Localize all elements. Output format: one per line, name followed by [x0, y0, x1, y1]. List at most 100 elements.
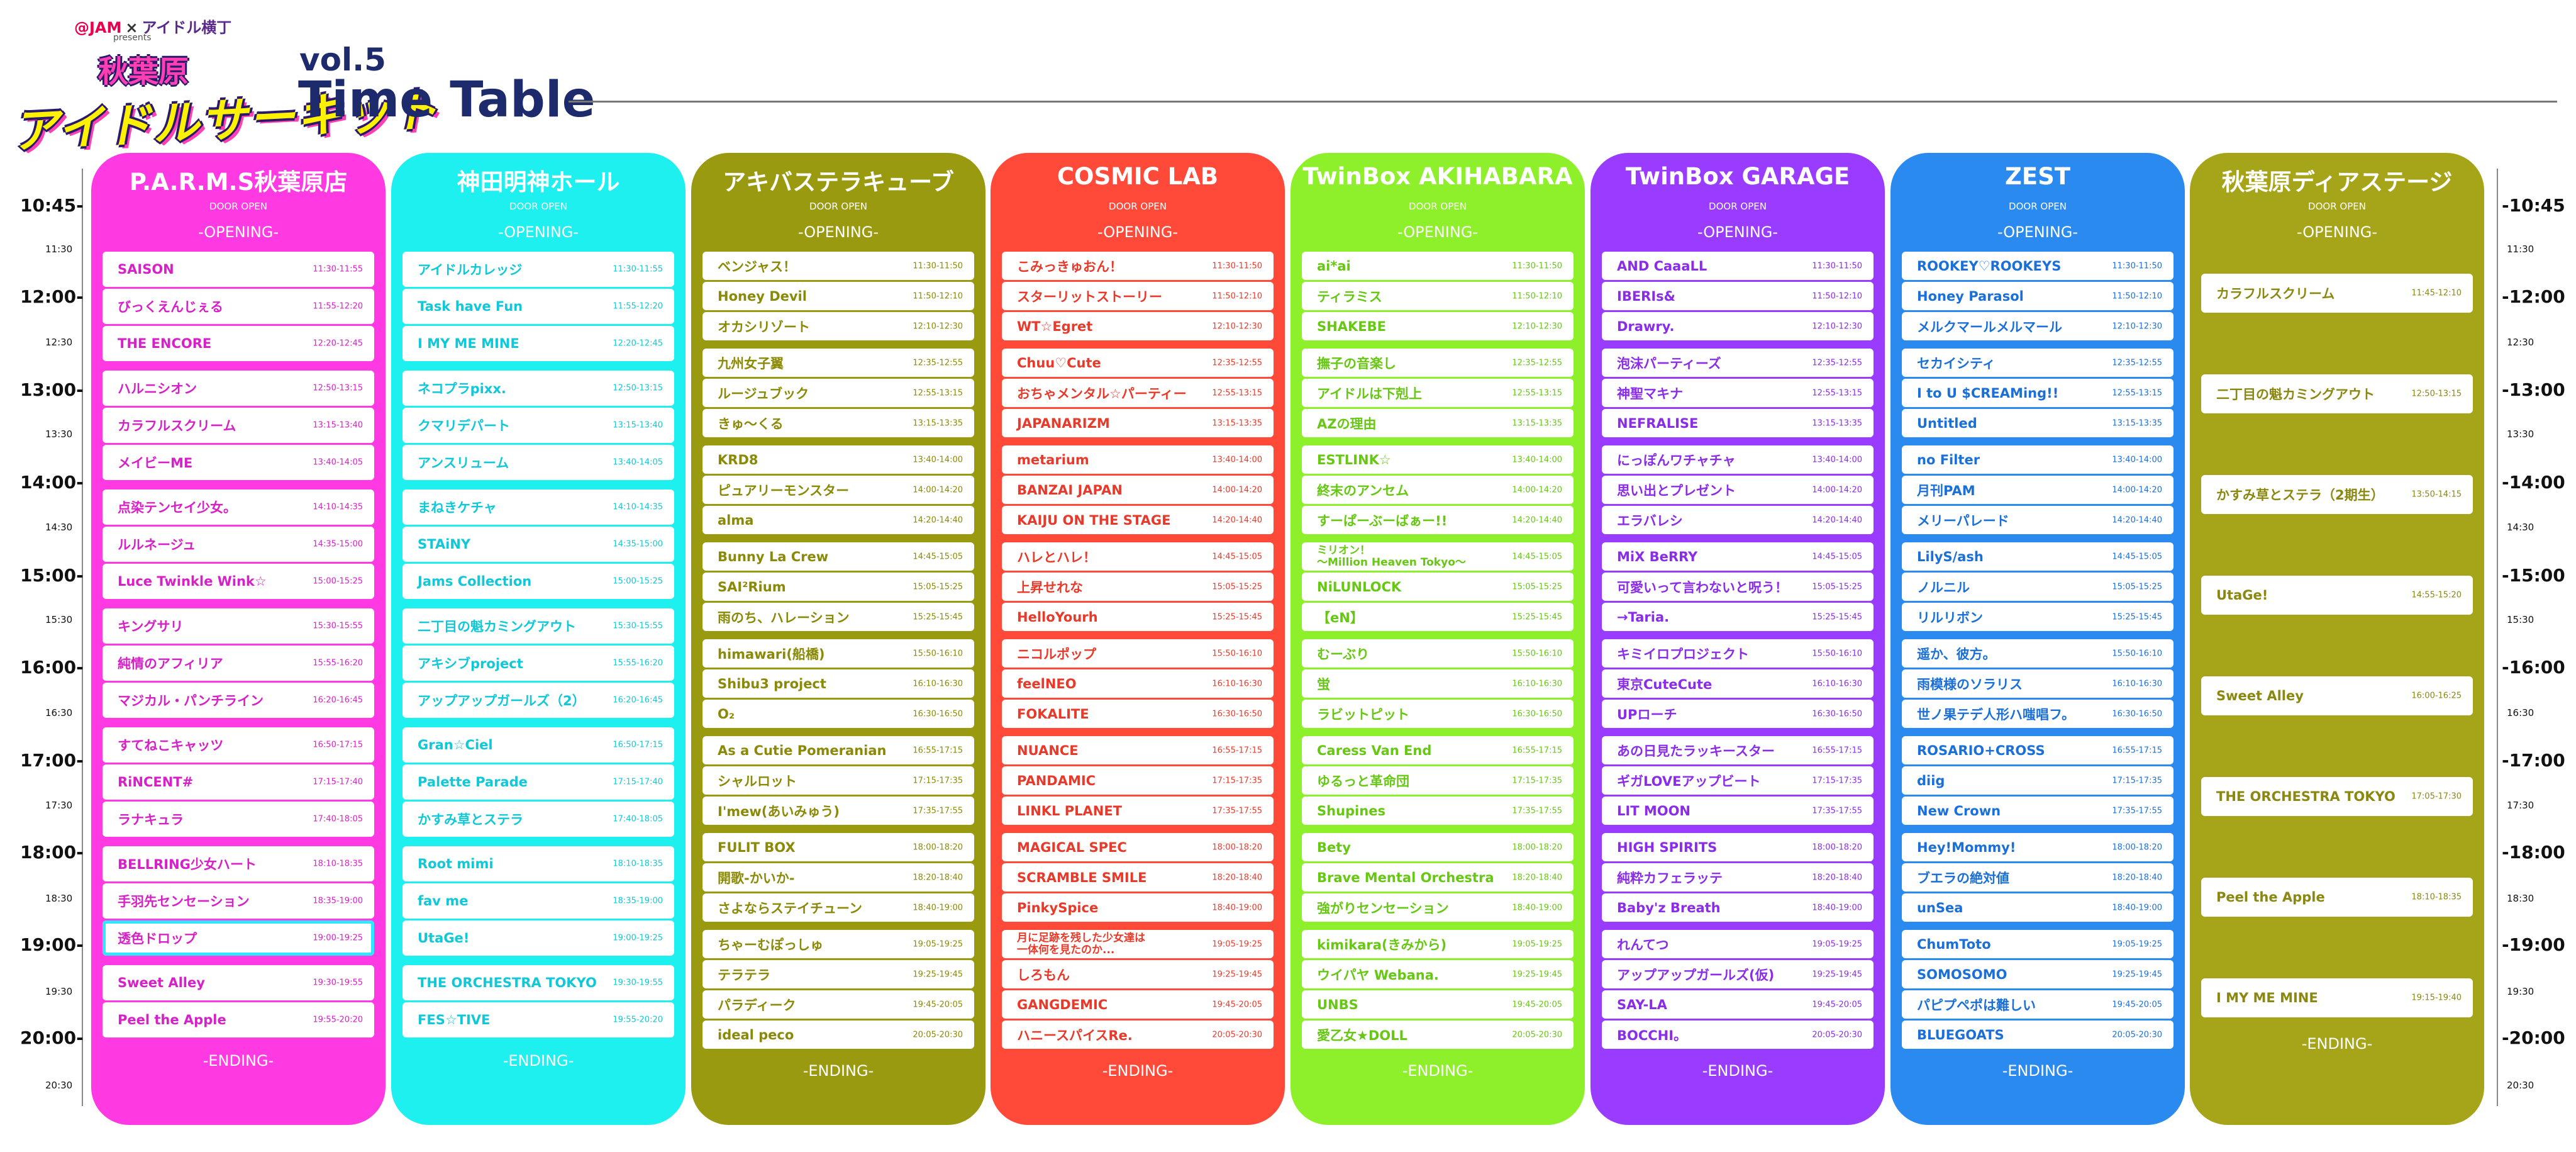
performer-slot: びっくえんじぇる 11:55-12:20 [103, 289, 374, 324]
performer-slot: metarium 13:40-14:00 [1002, 445, 1274, 474]
performer-time: 14:20-14:40 [913, 515, 963, 525]
performer-slot: 愛乙女★DOLL 20:05-20:30 [1302, 1021, 1574, 1049]
performer-name: UtaGe! [418, 931, 470, 946]
performer-time: 14:55-15:20 [2411, 590, 2462, 600]
time-label-minor: 13:30 [2507, 428, 2534, 440]
performer-time: 14:00-14:20 [2112, 485, 2162, 495]
performer-name: 東京CuteCute [1617, 676, 1713, 692]
venue-name: TwinBox GARAGE [1625, 163, 1850, 190]
performer-slot: Luce Twinkle Wink☆ 15:00-15:25 [103, 564, 374, 599]
performer-name: ニコルポップ [1017, 646, 1096, 662]
performer-time: 11:30-11:50 [1512, 261, 1562, 271]
time-label-minor: 12:30 [2507, 337, 2534, 348]
performer-time: 18:00-18:20 [1212, 842, 1262, 852]
performer-name: シャルロット [718, 773, 797, 789]
performer-name: 二丁目の魁カミングアウト [2216, 387, 2375, 402]
ending-label: -ENDING- [203, 1052, 274, 1070]
performer-name: diig [1917, 773, 1945, 788]
performer-slot: きゅ～くる 13:15-13:35 [702, 409, 974, 437]
performer-time: 12:35-12:55 [2112, 358, 2162, 367]
performer-time: 11:30-11:50 [2112, 261, 2162, 271]
performer-time: 18:00-18:20 [1512, 842, 1562, 852]
performer-time: 18:10-18:35 [613, 859, 663, 869]
performer-slot: 強がりセンセーション 18:40-19:00 [1302, 893, 1574, 922]
performer-slot: 東京CuteCute 16:10-16:30 [1602, 669, 1874, 698]
performer-slot: パラディーク 19:45-20:05 [702, 990, 974, 1019]
performer-name: PinkySpice [1017, 900, 1099, 915]
performer-slot: Gran☆Ciel 16:50-17:15 [402, 727, 674, 763]
performer-time: 16:55-17:15 [1212, 746, 1262, 755]
performer-time: 12:20-12:45 [613, 338, 663, 349]
performer-time: 17:05-17:30 [2411, 791, 2462, 802]
performer-time: 18:35-19:00 [313, 896, 363, 906]
performer-slot: ROSARIO+CROSS 16:55-17:15 [1902, 736, 2174, 764]
performer-time: 18:20-18:40 [1212, 873, 1262, 882]
performer-time: 18:10-18:35 [313, 859, 363, 869]
performer-time: 14:20-14:40 [1812, 515, 1862, 525]
performer-slot: STAiNY 14:35-15:00 [402, 527, 674, 562]
performer-time: 17:15-17:35 [1212, 776, 1262, 785]
time-label-major: 20:00- [20, 1027, 84, 1048]
performer-time: 17:40-18:05 [613, 814, 663, 824]
performer-name: 雨のち、ハレーション [718, 610, 850, 625]
performer-name: FES☆TIVE [418, 1012, 491, 1027]
performer-name: 世ノ果テデ人形ハ嗤唱フ。 [1917, 707, 2075, 722]
axis-line [2497, 169, 2498, 1106]
performer-time: 19:05-19:25 [1512, 939, 1562, 949]
performer-time: 13:40-14:05 [313, 457, 363, 467]
performer-time: 19:15-19:40 [2411, 993, 2462, 1003]
door-open-label: DOOR OPEN [509, 201, 567, 212]
performer-slot: スターリットストーリー 11:50-12:10 [1002, 282, 1274, 310]
time-label-minor: 16:30 [45, 707, 73, 719]
performer-time: 12:50-13:15 [2411, 389, 2462, 399]
performer-slot: 世ノ果テデ人形ハ嗤唱フ。 16:30-16:50 [1902, 700, 2174, 728]
performer-slot: no Filter 13:40-14:00 [1902, 445, 2174, 474]
performer-slot: unSea 18:40-19:00 [1902, 893, 2174, 922]
ending-label: -ENDING- [802, 1062, 874, 1080]
performer-name: あの日見たラッキースター [1617, 743, 1775, 759]
performer-time: 15:05-15:25 [913, 582, 963, 591]
performer-slot: ラナキュラ 17:40-18:05 [103, 802, 374, 837]
performer-name: SAI²Rium [718, 579, 786, 595]
jam-logo: @JAM [74, 19, 122, 36]
performer-name: ルージュブック [718, 386, 809, 401]
performer-slot: UtaGe! 14:55-15:20 [2201, 576, 2473, 615]
performer-slot: Sweet Alley 16:00-16:25 [2201, 676, 2473, 715]
sponsor-logos: @JAM × アイドル横丁 [74, 15, 231, 37]
performer-slot: すーぱーぶーばぁー!! 14:20-14:40 [1302, 506, 1574, 534]
performer-name: かすみ草とステラ [418, 812, 523, 827]
performer-time: 11:55-12:20 [613, 301, 663, 311]
performer-time: 12:55-13:15 [2112, 388, 2162, 398]
performer-name: THE ORCHESTRA TOKYO [418, 975, 597, 990]
performer-time: 12:10-12:30 [913, 322, 963, 331]
performer-time: 16:10-16:30 [1812, 679, 1862, 688]
performer-name: feelNEO [1017, 676, 1077, 691]
performer-name: ブエラの絶対値 [1917, 870, 2009, 886]
time-label-minor: 14:30 [2507, 522, 2534, 533]
performer-time: 12:55-13:15 [1512, 388, 1562, 398]
performer-slot: シャルロット 17:15-17:35 [702, 766, 974, 795]
performer-time: 18:10-18:35 [2411, 892, 2462, 902]
performer-slot: Bety 18:00-18:20 [1302, 833, 1574, 861]
performer-slot: HIGH SPIRITS 18:00-18:20 [1602, 833, 1874, 861]
performer-slot: パピプペポは難しい 19:45-20:05 [1902, 990, 2174, 1019]
performer-time: 13:40-14:00 [2112, 455, 2162, 464]
time-label-minor: 17:30 [45, 800, 73, 811]
performer-name: 透色ドロップ [118, 931, 197, 946]
performer-time: 18:40-19:00 [1212, 903, 1262, 912]
performer-name: スターリットストーリー [1017, 289, 1162, 305]
time-label-major: -12:00 [2502, 286, 2565, 307]
performer-name: no Filter [1917, 452, 1980, 467]
performer-slot: alma 14:20-14:40 [702, 506, 974, 534]
performer-slot: THE ORCHESTRA TOKYO 19:30-19:55 [402, 965, 674, 1000]
opening-label: -OPENING- [1697, 223, 1779, 241]
performer-slot: れんてつ 19:05-19:25 [1602, 930, 1874, 958]
performer-slot: KRD8 13:40-14:00 [702, 445, 974, 474]
performer-slot: にっぽんワチャチャ 13:40-14:00 [1602, 445, 1874, 474]
performer-slot: ミリオン！ ～Million Heaven Tokyo～ 14:45-15:05 [1302, 542, 1574, 571]
venue-name: ZEST [2005, 163, 2070, 190]
performer-slot: Shibu3 project 16:10-16:30 [702, 669, 974, 698]
performer-time: 16:30-16:50 [1512, 709, 1562, 719]
performer-slot: ギガLOVEアップビート 17:15-17:35 [1602, 766, 1874, 795]
performer-time: 13:40-14:00 [1812, 455, 1862, 464]
